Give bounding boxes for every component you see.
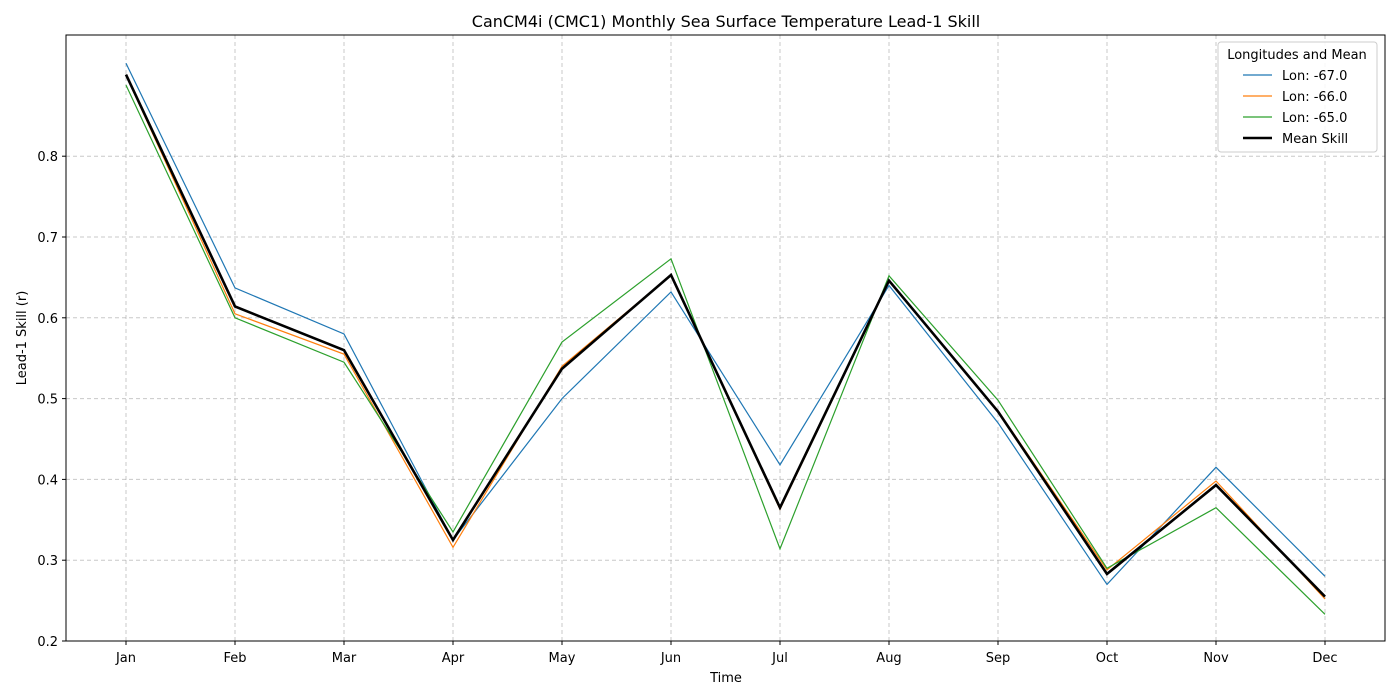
series-line-lon-67-0 xyxy=(125,63,1326,586)
y-tick-label: 0.8 xyxy=(37,150,58,165)
legend-title: Longitudes and Mean xyxy=(1227,48,1367,63)
series-lines xyxy=(124,63,1326,615)
y-tick-label: 0.7 xyxy=(37,231,58,246)
legend-label: Mean Skill xyxy=(1282,132,1348,147)
legend-label: Lon: -67.0 xyxy=(1282,69,1347,84)
x-tick-label: Jun xyxy=(660,651,681,666)
series-line-mean-skill xyxy=(124,74,1326,598)
y-tick-label: 0.5 xyxy=(37,393,58,408)
x-tick-label: Oct xyxy=(1096,651,1118,666)
x-axis: Jan Feb Mar Apr May Jun Jul Aug Sep Oct Nov Dec xyxy=(115,641,1338,666)
x-tick-label: Dec xyxy=(1312,651,1337,666)
x-tick-label: Aug xyxy=(876,651,901,666)
x-tick-label: Jan xyxy=(115,651,136,666)
legend-box xyxy=(1217,41,1378,153)
y-tick-label: 0.3 xyxy=(37,554,58,569)
x-tick-label: Jul xyxy=(771,651,788,666)
legend: Longitudes and Mean Lon: -67.0 Lon: -66.0… xyxy=(1217,41,1378,153)
x-tick-label: Apr xyxy=(442,651,465,666)
legend-label: Lon: -66.0 xyxy=(1282,90,1347,105)
x-tick-label: Sep xyxy=(986,651,1011,666)
y-tick-label: 0.4 xyxy=(37,473,58,488)
chart-title: CanCM4i (CMC1) Monthly Sea Surface Tempe… xyxy=(472,12,980,31)
x-axis-title: Time xyxy=(709,671,742,686)
legend-label: Lon: -65.0 xyxy=(1282,111,1347,126)
plot-area-frame xyxy=(65,34,1386,642)
x-tick-label: Feb xyxy=(223,651,246,666)
y-axis: 0.2 0.3 0.4 0.5 0.6 0.7 0.8 xyxy=(37,150,66,650)
x-tick-label: Nov xyxy=(1203,651,1229,666)
x-tick-label: May xyxy=(549,651,576,666)
y-axis-title: Lead-1 Skill (r) xyxy=(15,291,30,386)
y-tick-label: 0.6 xyxy=(37,312,58,327)
y-tick-label: 0.2 xyxy=(37,635,58,650)
x-tick-label: Mar xyxy=(332,651,357,666)
